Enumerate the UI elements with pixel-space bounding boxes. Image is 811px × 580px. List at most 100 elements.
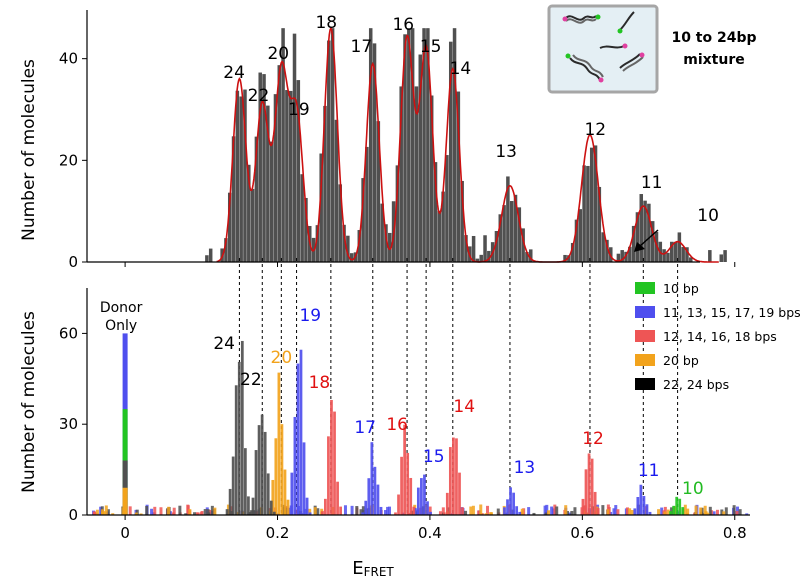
bottom-histogram-bar: [512, 492, 515, 515]
bottom-histogram-bar: [496, 508, 500, 515]
donor-only-label-line: Donor: [100, 300, 143, 316]
top-histogram-bar: [509, 201, 514, 262]
legend-label: 10 bp: [663, 281, 699, 296]
inset-text-line1: 10 to 24bp: [671, 30, 756, 46]
top-histogram-bar: [498, 214, 503, 262]
top-histogram-bar: [247, 164, 251, 262]
top-histogram-bar: [639, 194, 644, 262]
bottom-peak-label: 16: [386, 415, 408, 435]
top-histogram-bar: [399, 86, 403, 263]
bottom-histogram-bar: [469, 506, 473, 515]
top-histogram-bar: [395, 165, 400, 262]
top-histogram-bar: [208, 248, 213, 262]
bottom-histogram-bar: [745, 513, 749, 515]
bottom-histogram-bar: [213, 507, 217, 515]
bottom-histogram-bar: [506, 499, 509, 515]
bottom-histogram-bar: [630, 510, 634, 515]
top-histogram-bar: [346, 235, 350, 262]
dna-strand-3: [619, 11, 635, 31]
bottom-histogram-bar: [712, 511, 716, 515]
bottom-histogram-bar: [268, 510, 272, 515]
top-y-tick-label: 40: [59, 50, 78, 68]
bottom-histogram-bar: [642, 495, 646, 515]
bottom-x-tick-label: 0: [120, 524, 130, 542]
bottom-histogram-bar: [231, 456, 235, 515]
bottom-histogram-bar: [277, 372, 281, 515]
bottom-y-tick-label: 60: [59, 324, 78, 342]
bottom-histogram-bar: [308, 512, 312, 515]
bottom-histogram-bar: [584, 469, 588, 515]
top-histogram-bar: [342, 224, 346, 262]
top-histogram-bar: [517, 207, 522, 262]
bottom-histogram-bar: [484, 513, 488, 515]
bottom-histogram-bar: [455, 438, 458, 515]
bottom-histogram-bar: [735, 511, 739, 515]
top-histogram-bar: [567, 255, 571, 262]
bottom-histogram-bar: [489, 512, 493, 515]
bottom-histogram-bar: [266, 473, 270, 515]
bottom-y-axis-label: Number of molecules: [19, 311, 39, 493]
top-peak-label: 22: [248, 86, 270, 106]
top-histogram-bar: [266, 105, 270, 263]
bottom-histogram-bar: [573, 507, 577, 515]
dna-strand-5: [572, 54, 604, 78]
bottom-histogram-bar: [694, 505, 698, 515]
top-histogram-bar: [414, 86, 419, 262]
bottom-histogram-bar: [376, 484, 380, 515]
dna-strand-7: [619, 53, 641, 69]
bottom-histogram-bar: [616, 509, 620, 515]
legend-swatch: [635, 378, 655, 390]
bottom-histogram-bar: [251, 497, 255, 515]
top-histogram-bar: [239, 96, 243, 262]
bottom-histogram-bar: [732, 505, 736, 515]
bottom-histogram-bar: [645, 504, 649, 515]
top-histogram-bar: [685, 247, 689, 262]
top-histogram-bar: [235, 90, 240, 262]
bottom-x-tick-label: 0.6: [570, 524, 594, 542]
x-axis-label-main: E: [352, 558, 363, 579]
top-peak-label: 12: [584, 120, 606, 140]
top-histogram-bar: [365, 146, 369, 262]
bottom-histogram-bar: [171, 512, 175, 515]
bottom-histogram-bar: [564, 505, 568, 515]
bottom-histogram-bar: [648, 511, 652, 515]
bottom-histogram-bar: [633, 508, 637, 515]
bottom-peak-label: 18: [309, 373, 331, 393]
top-histogram-bar: [273, 94, 278, 262]
dye-marker-6: [622, 43, 628, 49]
bottom-histogram-bar: [248, 512, 252, 515]
bottom-histogram-bar: [293, 416, 297, 515]
bottom-histogram-bar: [139, 513, 143, 515]
bottom-histogram-bar: [672, 505, 676, 515]
bottom-histogram-bar: [550, 506, 554, 515]
bottom-histogram-bar: [461, 507, 464, 515]
top-peak-label: 15: [420, 37, 442, 57]
top-histogram-bar: [471, 235, 476, 262]
top-histogram-bar: [452, 28, 457, 262]
top-histogram-bar: [296, 80, 301, 262]
top-histogram-bar: [574, 219, 579, 262]
bottom-y-tick-label: 30: [59, 415, 78, 433]
bottom-histogram-bar: [299, 349, 303, 515]
bottom-histogram-bar: [134, 512, 138, 515]
bottom-histogram-bar: [426, 501, 429, 515]
top-peak-label: 19: [288, 100, 310, 120]
bottom-histogram-bar: [614, 505, 618, 515]
bottom-histogram-bar: [715, 509, 719, 515]
bottom-histogram-bar: [186, 504, 190, 515]
gaussian-fit-curve: [216, 26, 719, 263]
bottom-histogram-bar: [361, 512, 365, 515]
top-histogram-bar: [525, 252, 529, 262]
bottom-histogram-bar: [304, 508, 308, 515]
inset-text-line2: mixture: [683, 52, 744, 68]
bottom-histogram-bar: [225, 509, 229, 515]
bottom-histogram-bar: [324, 498, 327, 515]
bottom-peak-label: 20: [271, 348, 293, 368]
top-histogram-bars: [205, 28, 727, 263]
bottom-histogram-bar: [193, 512, 197, 515]
top-histogram-bar: [422, 28, 426, 262]
bottom-histogram-bar: [401, 512, 405, 515]
dye-marker-7: [639, 52, 645, 58]
